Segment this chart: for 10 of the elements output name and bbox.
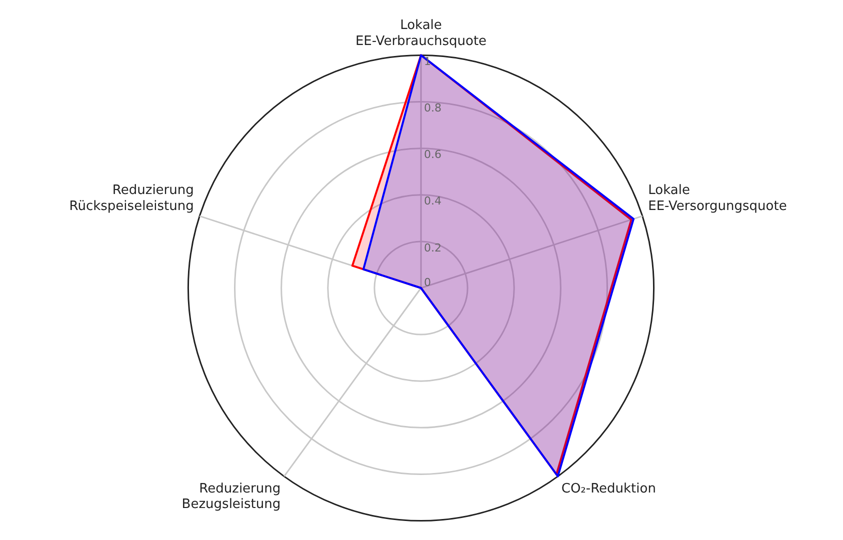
y-tick-label: 0: [424, 276, 431, 289]
spoke-label: CO₂-Reduktion: [561, 481, 656, 496]
spoke-label: Lokale EE-Verbrauchsquote: [355, 18, 487, 49]
y-tick-label: 0.8: [424, 102, 442, 115]
spoke-label: Lokale EE-Versorgungsquote: [648, 183, 787, 214]
y-tick-label: 0.4: [424, 194, 442, 208]
spoke-label: Reduzierung Bezugsleistung: [182, 481, 281, 512]
y-tick-label: 0.2: [424, 241, 442, 254]
spoke-label: Reduzierung Rückspeiseleistung: [69, 183, 194, 214]
y-tick-label: 0.6: [424, 148, 442, 162]
